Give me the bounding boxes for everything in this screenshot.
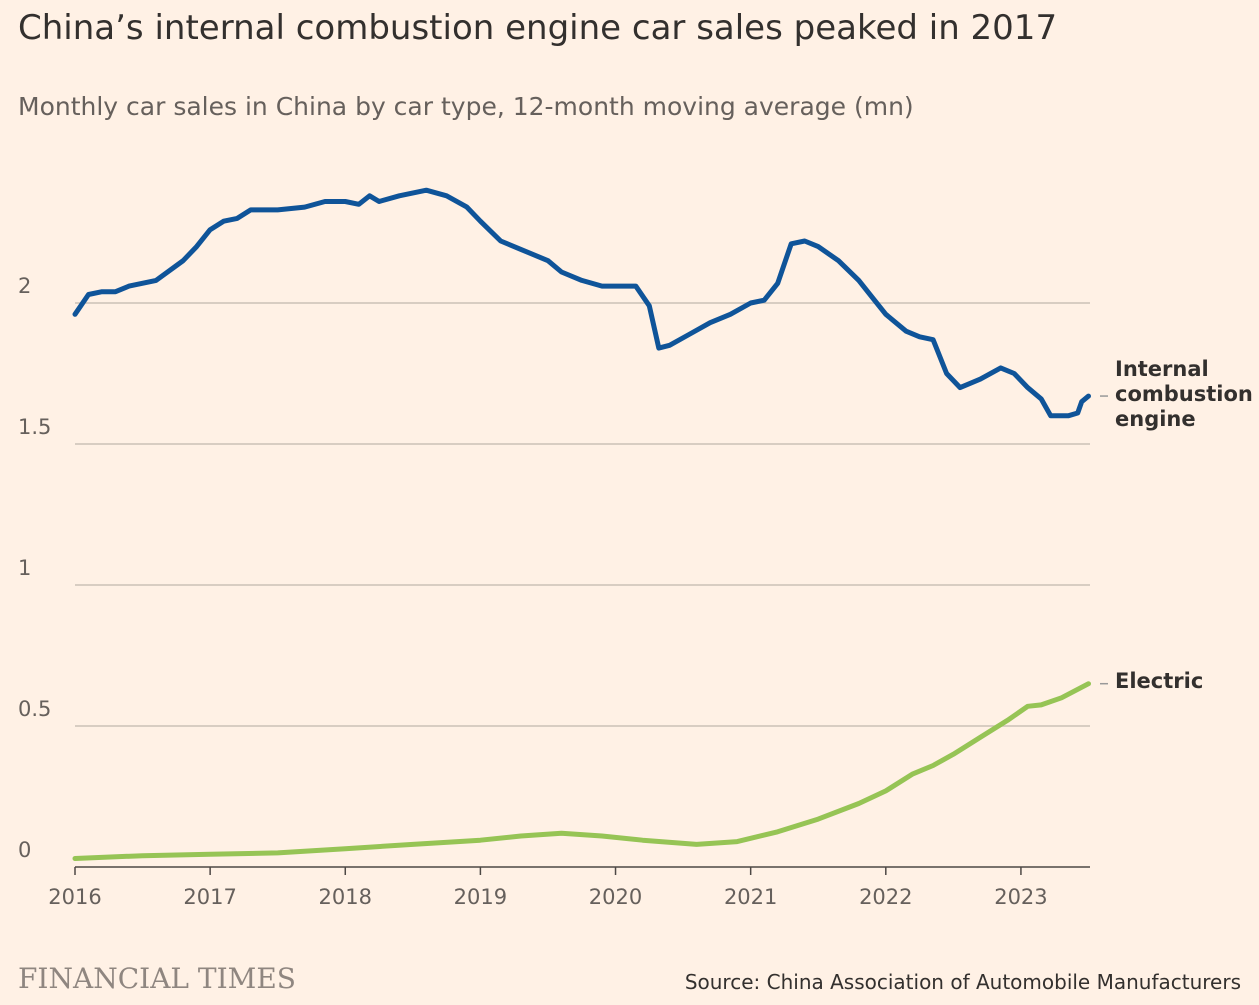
chart-subtitle: Monthly car sales in China by car type, … (18, 92, 914, 121)
y-tick-label: 2 (18, 274, 31, 298)
x-tick-label: 2019 (454, 885, 507, 909)
x-tick-label: 2021 (724, 885, 777, 909)
series-line (72, 187, 1091, 419)
series-line (72, 681, 1091, 861)
y-tick-label: 1.5 (18, 415, 51, 439)
x-tick-label: 2018 (319, 885, 372, 909)
x-tick-label: 2016 (48, 885, 101, 909)
source: Source: China Association of Automobile … (684, 970, 1241, 994)
y-tick-label: 1 (18, 556, 31, 580)
chart-title: China’s internal combustion engine car s… (18, 8, 1058, 48)
logo: FINANCIAL TIMES (18, 962, 296, 995)
series-label: Electric (1115, 669, 1204, 694)
y-tick-label: 0.5 (18, 697, 51, 721)
x-tick-label: 2017 (183, 885, 236, 909)
series-label: Internal combustion engine (1115, 356, 1253, 431)
x-tick-label: 2022 (859, 885, 912, 909)
y-tick-label: 0 (18, 838, 31, 862)
x-tick-label: 2023 (994, 885, 1047, 909)
x-tick-label: 2020 (589, 885, 642, 909)
